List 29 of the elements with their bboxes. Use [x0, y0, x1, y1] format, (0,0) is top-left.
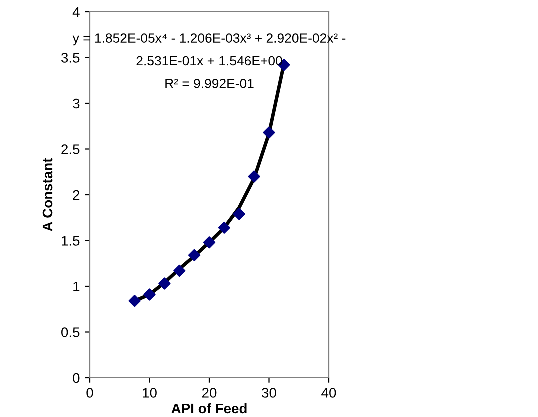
y-tick-label: 3.5 [62, 53, 80, 63]
x-tick-label: 0 [86, 388, 94, 398]
y-tick-label: 1 [74, 282, 80, 292]
x-tick-label: 30 [262, 388, 276, 398]
x-tick-label: 40 [322, 388, 336, 398]
y-axis-title: A Constant [42, 158, 53, 232]
point [158, 278, 171, 290]
point [218, 222, 231, 234]
y-tick-label: 1.5 [62, 236, 80, 246]
annotation: y = 1.852E-05x⁴ - 1.206E-03x³ + 2.920E-02x² - [72, 34, 346, 46]
y-tick-label: 0.5 [62, 328, 80, 338]
x-tick-label: 10 [143, 388, 157, 398]
annotation: R² = 9.992E-01 [166, 79, 254, 88]
point [128, 295, 141, 308]
y-tick-label: 3 [73, 98, 80, 109]
point [263, 126, 276, 139]
x-tick-label: 20 [202, 388, 217, 398]
y-tick-label: 0 [73, 373, 80, 384]
point [203, 236, 216, 249]
point [174, 264, 186, 278]
y-tick-label: 2.5 [62, 144, 80, 154]
x-axis-title: API of Feed [172, 403, 247, 414]
y-tick-label: 4 [72, 7, 80, 18]
point [188, 249, 201, 262]
point [144, 288, 156, 301]
annotation: 2.531E-01x + 1.546E+00 [136, 56, 282, 66]
y-tick-label: 2 [73, 190, 80, 200]
point [233, 208, 246, 220]
point [248, 170, 260, 183]
